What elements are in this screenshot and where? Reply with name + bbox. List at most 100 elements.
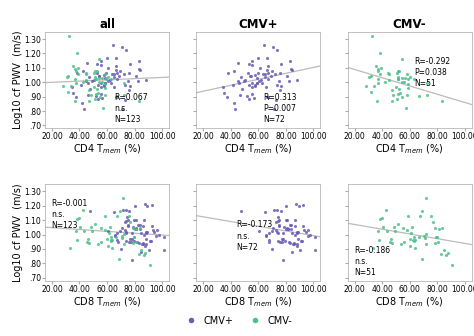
Point — [406, 243, 414, 248]
Point — [93, 71, 100, 76]
Point — [230, 100, 237, 106]
Point — [438, 225, 446, 230]
Point — [151, 229, 158, 235]
Point — [394, 92, 402, 97]
Point — [100, 93, 108, 98]
Point — [121, 219, 128, 224]
Point — [108, 238, 115, 244]
Point — [60, 83, 67, 89]
Point — [110, 75, 118, 80]
Point — [91, 96, 99, 102]
Point — [112, 94, 120, 99]
Point — [374, 98, 381, 103]
Point — [124, 217, 132, 222]
Point — [137, 247, 145, 252]
Point — [248, 80, 256, 85]
Point — [100, 73, 108, 78]
Point — [284, 226, 292, 232]
Point — [409, 224, 416, 230]
Point — [398, 75, 405, 81]
Point — [264, 94, 271, 99]
Point — [116, 208, 124, 213]
Point — [142, 230, 150, 236]
Point — [262, 233, 270, 238]
Point — [110, 85, 118, 90]
Point — [400, 225, 407, 230]
Point — [84, 236, 92, 242]
Point — [94, 82, 102, 88]
Point — [136, 225, 144, 230]
Point — [140, 233, 147, 238]
Point — [95, 73, 103, 79]
Point — [119, 195, 127, 200]
Point — [276, 239, 283, 244]
Point — [122, 47, 129, 53]
Point — [376, 71, 384, 76]
Point — [101, 213, 109, 219]
Point — [135, 223, 142, 228]
Point — [408, 230, 415, 236]
Point — [284, 227, 292, 232]
Point — [137, 67, 144, 73]
Point — [279, 230, 287, 235]
Point — [64, 89, 72, 94]
Point — [97, 91, 104, 96]
Point — [442, 253, 450, 258]
Point — [98, 79, 106, 85]
Point — [234, 78, 241, 84]
Point — [74, 71, 82, 76]
Point — [104, 78, 111, 84]
Point — [82, 71, 90, 76]
Point — [81, 228, 88, 234]
Point — [305, 227, 312, 233]
Point — [304, 233, 311, 238]
Point — [285, 239, 292, 245]
Point — [392, 84, 400, 89]
Point — [423, 92, 431, 97]
Point — [113, 71, 120, 76]
Point — [131, 226, 138, 231]
Point — [140, 253, 147, 258]
Point — [370, 83, 378, 89]
Point — [79, 100, 86, 106]
Point — [153, 227, 161, 233]
Point — [273, 207, 281, 212]
Point — [435, 226, 443, 232]
Point — [64, 73, 72, 79]
Point — [283, 204, 290, 209]
Point — [394, 76, 401, 81]
Point — [126, 208, 133, 214]
Point — [367, 73, 375, 79]
Point — [283, 74, 291, 79]
Point — [290, 242, 298, 247]
Point — [72, 76, 79, 81]
Point — [362, 83, 370, 89]
Text: R=-0.001
n.s.
N=123: R=-0.001 n.s. N=123 — [51, 199, 88, 230]
Point — [399, 95, 406, 100]
Point — [135, 240, 143, 246]
Point — [72, 228, 80, 233]
Point — [109, 245, 116, 250]
Point — [252, 82, 259, 87]
Point — [291, 224, 298, 229]
Point — [393, 96, 401, 102]
Point — [89, 78, 96, 83]
Point — [136, 227, 143, 232]
Point — [101, 227, 109, 233]
Point — [120, 80, 128, 86]
Point — [108, 237, 116, 242]
Text: R=-0.292
P=0.038
N=51: R=-0.292 P=0.038 N=51 — [415, 56, 451, 88]
Point — [246, 73, 254, 79]
Point — [282, 217, 290, 222]
Point — [131, 235, 138, 240]
Point — [149, 227, 156, 233]
Point — [274, 215, 282, 220]
Point — [291, 233, 299, 238]
Point — [99, 75, 106, 81]
Point — [107, 237, 115, 242]
Point — [146, 263, 153, 268]
Point — [133, 226, 140, 232]
Point — [83, 60, 91, 66]
Point — [130, 234, 137, 239]
Point — [261, 71, 269, 76]
